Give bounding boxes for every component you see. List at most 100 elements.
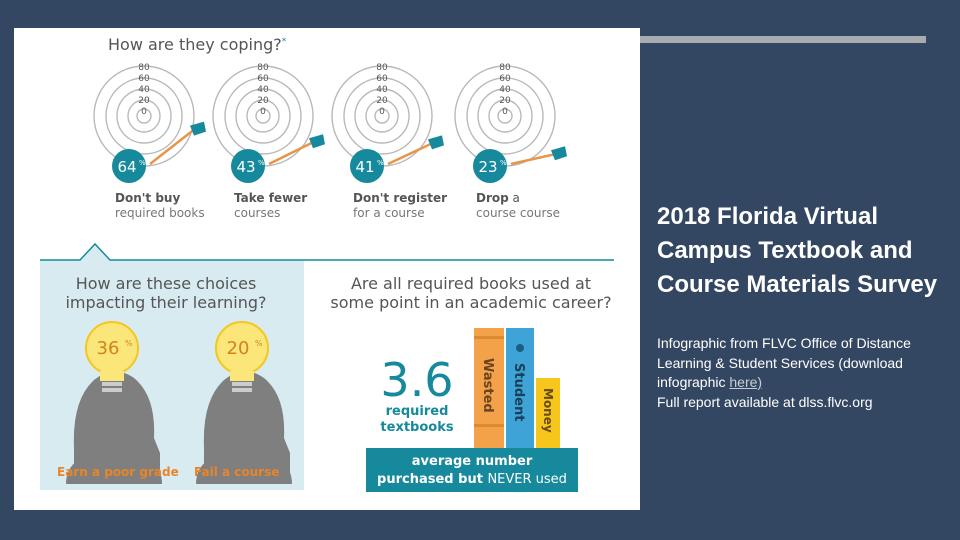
percent-sign: % <box>500 159 507 167</box>
ring-label: 60 <box>138 74 150 84</box>
slide-description: Infographic from FLVC Office of Distance… <box>657 334 942 412</box>
arrow-shaft <box>510 152 556 166</box>
ring-label: 80 <box>138 63 150 73</box>
ring-label: 0 <box>379 107 385 117</box>
accent-bar <box>640 36 926 43</box>
book-label-student: Student <box>511 363 526 421</box>
head-fail-course: 20 % <box>196 321 292 484</box>
ring-label: 60 <box>376 74 388 84</box>
divider-line <box>40 242 614 261</box>
textbooks-label: textbooks <box>380 420 453 435</box>
arrow-shaft <box>268 141 314 166</box>
target-ring <box>116 88 172 144</box>
target-ring <box>235 88 291 144</box>
ring-label: 40 <box>138 85 150 95</box>
head-poor-grade: 36 % <box>66 321 162 484</box>
bulb-percent-36: 36 <box>97 338 120 359</box>
percent-sign: % <box>377 159 384 167</box>
percent-value: 43 <box>236 158 255 176</box>
target-ring <box>354 88 410 144</box>
percent-badge <box>350 149 384 183</box>
target-ring <box>224 77 302 155</box>
impact-title-line2: impacting their learning? <box>65 293 266 312</box>
book-wasted: Wasted <box>474 328 504 454</box>
ring-label: 0 <box>502 107 508 117</box>
arrow-fletching <box>428 135 444 150</box>
ring-label: 20 <box>499 96 511 106</box>
target-ring <box>477 88 533 144</box>
ring-label: 60 <box>257 74 269 84</box>
ring-label: 20 <box>376 96 388 106</box>
target-ring <box>105 77 183 155</box>
percent-sign: % <box>139 159 146 167</box>
arrow-fletching <box>190 121 206 136</box>
bulb-label-fail-course: Fail a course <box>194 465 279 479</box>
ring-label: 60 <box>499 74 511 84</box>
target-ring <box>466 77 544 155</box>
book-label-wasted: Wasted <box>480 358 495 413</box>
percent-value: 64 <box>117 158 136 176</box>
target-label-line2: required books <box>115 206 205 220</box>
ring-label: 80 <box>499 63 511 73</box>
ring-label: 0 <box>141 107 147 117</box>
books-title-line1: Are all required books used at <box>351 274 591 293</box>
ring-label: 40 <box>376 85 388 95</box>
target-ring <box>343 77 421 155</box>
book-label-money: Money <box>541 388 555 433</box>
target-label-line2: courses <box>234 206 280 220</box>
ring-label: 20 <box>257 96 269 106</box>
target-ring <box>246 99 280 133</box>
target-ring <box>488 99 522 133</box>
banner-line2: purchased but NEVER used <box>377 472 567 487</box>
target-ring <box>497 108 513 124</box>
target-ring <box>255 108 271 124</box>
target-ring <box>127 99 161 133</box>
slide-title: 2018 Florida Virtual Campus Textbook and… <box>657 203 938 298</box>
book-student: Student <box>506 328 534 454</box>
bulb-percent-20: 20 <box>227 338 250 359</box>
target-ring <box>136 108 152 124</box>
slide-text: 2018 Florida Virtual Campus Textbook and… <box>657 200 942 412</box>
percent-badge <box>112 149 146 183</box>
bulb-percent-sign-36: % <box>125 339 133 348</box>
target-label-line1: Take fewer <box>234 191 307 205</box>
ring-label: 40 <box>499 85 511 95</box>
percent-value: 41 <box>355 158 374 176</box>
arrow-shaft <box>149 128 195 165</box>
target-ring <box>365 99 399 133</box>
bulb-label-poor-grade: Earn a poor grade <box>57 465 179 479</box>
target-label-line2: for a course <box>353 206 425 220</box>
coping-title: How are they coping?* <box>108 35 287 54</box>
books-title-line2: some point in an academic career? <box>330 293 611 312</box>
infographic-panel: How are they coping?* 80 60 40 20 0 64% Don't … <box>14 28 640 510</box>
big-number: 3.6 <box>380 353 453 407</box>
percent-badge <box>473 149 507 183</box>
target-label-line1: Drop a <box>476 191 520 205</box>
ring-label: 80 <box>257 63 269 73</box>
ring-label: 20 <box>138 96 150 106</box>
target-label-line1: Don't buy <box>115 191 180 205</box>
percent-sign: % <box>258 159 265 167</box>
target-label-line2: course course <box>476 206 560 220</box>
target-label-line1: Don't register <box>353 191 447 205</box>
arrow-fletching <box>309 134 325 149</box>
percent-value: 23 <box>478 158 497 176</box>
download-link[interactable]: here) <box>729 374 763 390</box>
ring-label: 40 <box>257 85 269 95</box>
book-money: Money <box>536 378 560 454</box>
arrow-fletching <box>551 146 567 161</box>
desc-line1: Infographic from FLVC Office of Distance… <box>657 335 911 390</box>
required-label: required <box>386 404 449 419</box>
desc-line2: Full report available at dlss.flvc.org <box>657 393 873 410</box>
percent-badge <box>231 149 265 183</box>
target-ring <box>374 108 390 124</box>
banner-line1: average number <box>412 454 533 469</box>
bulb-percent-sign-20: % <box>255 339 263 348</box>
impact-title-line1: How are these choices <box>76 274 257 293</box>
